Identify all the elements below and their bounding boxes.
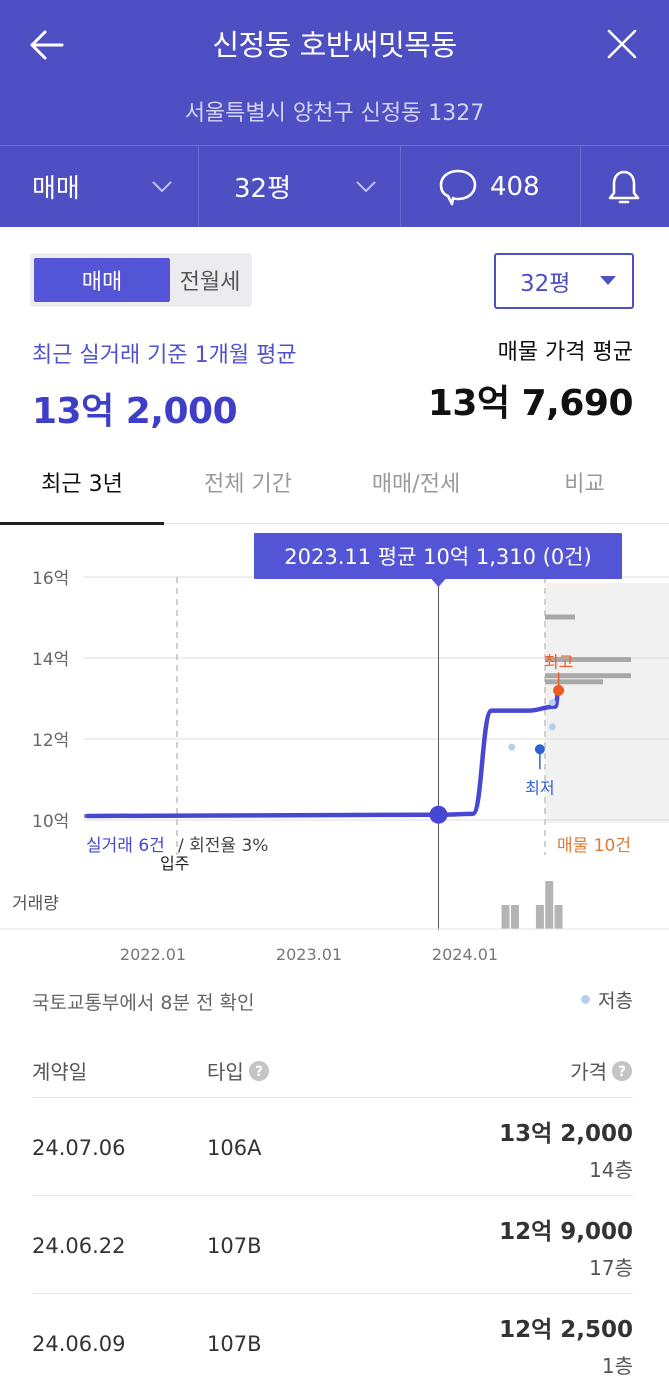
price-line — [85, 688, 561, 819]
help-icon[interactable]: ? — [611, 1060, 633, 1082]
volume-label: 거래량 — [12, 894, 59, 914]
row-price: 12억 2,500 — [499, 1317, 633, 1343]
tooltip-text: 2023.11 평균 10억 1,310 (0건) — [284, 545, 591, 569]
listing-count-label: 매물 10건 — [557, 836, 631, 856]
comments-button[interactable]: 408 — [438, 146, 578, 227]
legend-low-floor: 저층 — [598, 990, 633, 1012]
row-floor: 17층 — [589, 1256, 633, 1280]
volume-bar — [510, 905, 519, 929]
chevron-down-icon — [356, 181, 376, 193]
row-type: 106A — [207, 1136, 262, 1160]
table-row[interactable]: 24.06.09 107B 12억 2,500 1층 — [32, 1294, 633, 1390]
recent-average-label: 최근 실거래 기준 1개월 평균 — [32, 343, 297, 368]
source-note: 국토교통부에서 8분 전 확인 — [32, 992, 255, 1014]
table-row[interactable]: 24.07.06 106A 13억 2,000 14층 — [32, 1098, 633, 1196]
tooltip-pointer — [431, 579, 446, 587]
row-price: 13억 2,000 — [499, 1121, 633, 1147]
low-floor-dot-icon — [581, 995, 591, 1004]
listing-average-value: 13억 7,690 — [427, 383, 634, 424]
tab-recent-3y[interactable]: 최근 3년 — [0, 440, 164, 525]
caret-down-icon — [600, 276, 616, 285]
row-date: 24.06.22 — [32, 1234, 126, 1258]
listing-bar — [545, 679, 603, 685]
low-floor-point — [548, 699, 556, 707]
legend: 저층 — [581, 986, 633, 1013]
bell-icon — [608, 170, 640, 203]
header-price: 가격 ? — [570, 1056, 633, 1085]
address: 서울특별시 양천구 신정동 1327 — [184, 101, 485, 126]
listing-region — [545, 583, 669, 823]
listing-bar — [545, 673, 631, 679]
size-dropdown[interactable]: 32평 — [234, 146, 399, 227]
tooltip-box — [254, 533, 622, 579]
size-select-value: 32평 — [520, 271, 571, 297]
table-row[interactable]: 24.06.22 107B 12억 9,000 17층 — [32, 1196, 633, 1294]
size-label: 32평 — [234, 174, 292, 204]
row-date: 24.07.06 — [32, 1136, 126, 1160]
deal-type-dropdown[interactable]: 매매 — [32, 146, 197, 227]
back-arrow-icon[interactable] — [28, 26, 66, 64]
volume-bar — [535, 905, 544, 929]
comment-count: 408 — [490, 171, 540, 202]
deal-toggle: 매매 전월세 — [30, 253, 252, 307]
svg-text:?: ? — [255, 1064, 263, 1080]
header-type: 타입 ? — [207, 1056, 270, 1085]
tab-compare[interactable]: 비교 — [564, 472, 605, 497]
deal-type-label: 매매 — [32, 174, 80, 204]
x-tick-label: 2024.01 — [432, 945, 498, 964]
row-type: 107B — [207, 1332, 262, 1356]
x-tick-label: 2022.01 — [120, 945, 186, 964]
y-tick-label: 16억 — [32, 569, 69, 589]
y-tick-label: 14억 — [32, 650, 69, 670]
app-header: 신정동 호반써밋목동 서울특별시 양천구 신정동 1327 — [0, 0, 669, 145]
high-point — [553, 684, 565, 696]
row-floor: 1층 — [601, 1354, 633, 1378]
volume-bar — [501, 905, 510, 929]
selected-point — [429, 805, 448, 824]
filter-bar: 매매 32평 408 — [0, 145, 669, 227]
row-type: 107B — [207, 1234, 262, 1258]
table-header: 계약일 타입 ? 가격 ? — [32, 1040, 633, 1098]
size-select[interactable]: 32평 — [494, 253, 634, 309]
toggle-rent[interactable]: 전월세 — [179, 270, 241, 295]
row-price: 12억 9,000 — [499, 1219, 633, 1245]
high-label: 최고 — [544, 652, 573, 671]
recent-average-value: 13억 2,000 — [32, 391, 238, 432]
chevron-down-icon — [152, 181, 172, 193]
listing-bar — [545, 614, 575, 620]
move-in-label: 입주 — [160, 854, 189, 873]
tab-sale-jeonse[interactable]: 매매/전세 — [371, 472, 461, 497]
low-floor-point — [548, 723, 556, 731]
turnover-label: / 회전율 3% — [178, 836, 268, 856]
toggle-sale[interactable]: 매매 — [34, 258, 170, 302]
volume-bar — [545, 881, 554, 929]
low-label: 최저 — [525, 778, 554, 797]
row-floor: 14층 — [589, 1158, 633, 1182]
speech-bubble-icon — [439, 169, 477, 205]
tab-all-period[interactable]: 전체 기간 — [204, 472, 292, 497]
row-date: 24.06.09 — [32, 1332, 126, 1356]
alarm-button[interactable] — [606, 146, 646, 227]
listing-bar — [545, 657, 631, 663]
low-floor-point — [508, 743, 516, 751]
header-date: 계약일 — [32, 1060, 88, 1084]
help-icon[interactable]: ? — [248, 1060, 270, 1082]
y-tick-label: 10억 — [32, 812, 69, 832]
listing-average-label: 매물 가격 평균 — [497, 340, 633, 365]
volume-bar — [554, 905, 563, 929]
period-tabs: 최근 3년 전체 기간 매매/전세 비교 — [0, 440, 669, 525]
y-tick-label: 12억 — [32, 731, 69, 751]
x-tick-label: 2023.01 — [276, 945, 342, 964]
svg-text:?: ? — [618, 1064, 626, 1080]
close-icon[interactable] — [604, 26, 640, 62]
series-label: 실거래 6건 — [86, 836, 165, 856]
page-title: 신정동 호반써밋목동 — [212, 28, 457, 62]
